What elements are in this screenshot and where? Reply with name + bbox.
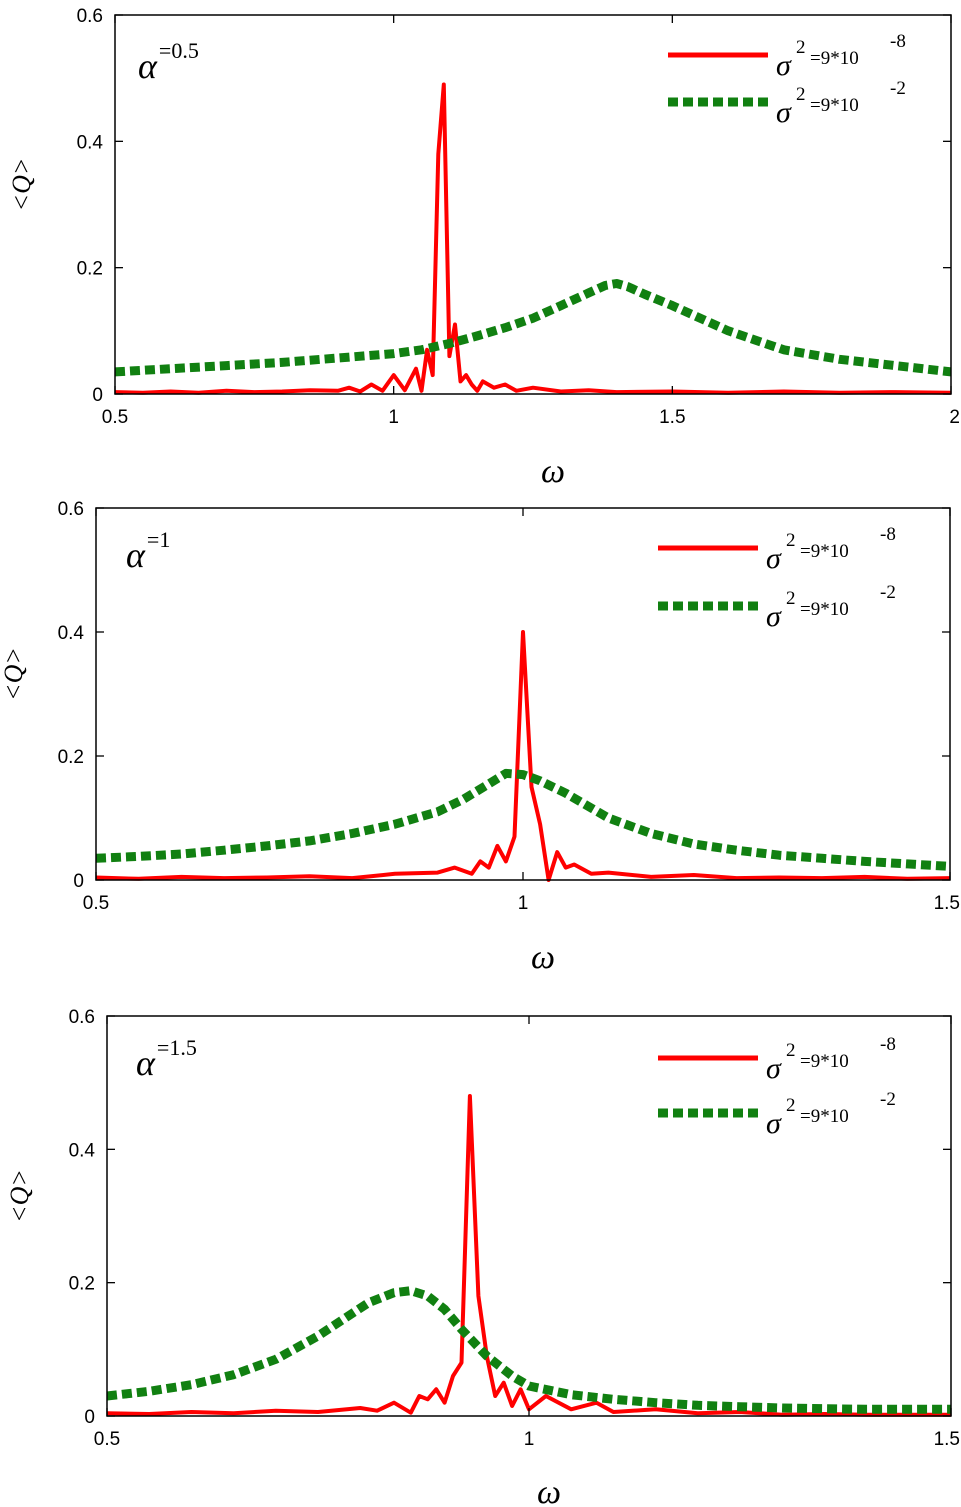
y-tick-label: 0.6 xyxy=(69,1007,95,1028)
x-tick-label: 1 xyxy=(388,407,399,428)
y-axis-label: <Q> xyxy=(5,1169,34,1223)
alpha-annotation: α=1.5 xyxy=(136,1035,197,1083)
y-axis-label: <Q> xyxy=(0,647,28,701)
solid-series-line-2 xyxy=(95,630,951,882)
solid-series-line-3 xyxy=(106,1094,951,1417)
alpha-annotation: α=1 xyxy=(126,527,170,575)
y-tick-label: 0.4 xyxy=(58,623,85,644)
plot-frame xyxy=(106,1015,952,1417)
legend-text: =9*10 xyxy=(800,599,849,620)
x-tick-label: 1 xyxy=(518,893,529,914)
y-tick-label: 0.4 xyxy=(77,132,104,153)
legend-sigma: σ xyxy=(766,1107,782,1140)
x-tick-label: 0.5 xyxy=(83,893,109,914)
legend-sup: 2 xyxy=(786,588,796,609)
y-tick-label: 0.4 xyxy=(69,1140,96,1161)
y-tick-label: 0 xyxy=(73,871,84,892)
legend-exponent: -2 xyxy=(880,1089,896,1110)
x-tick-label: 1 xyxy=(524,1429,535,1450)
y-tick-label: 0.2 xyxy=(69,1274,95,1295)
legend-sup: 2 xyxy=(786,530,796,551)
x-axis-label: ω xyxy=(541,453,565,490)
alpha-annotation: α=0.5 xyxy=(138,38,199,86)
legend-sup: 2 xyxy=(786,1095,796,1116)
legend-exponent: -8 xyxy=(890,31,906,52)
legend-text: =9*10 xyxy=(800,1106,849,1127)
x-tick-label: 1.5 xyxy=(934,1429,960,1450)
legend-text: =9*10 xyxy=(800,541,849,562)
y-tick-label: 0 xyxy=(84,1407,95,1428)
x-tick-label: 0.5 xyxy=(102,407,128,428)
legend-exponent: -8 xyxy=(880,1034,896,1055)
legend-sup: 2 xyxy=(796,84,806,105)
dotted-series-line-1 xyxy=(114,279,952,377)
legend-sigma: σ xyxy=(776,96,792,129)
solid-series-line-1 xyxy=(114,82,952,395)
y-tick-label: 0.6 xyxy=(77,6,103,27)
legend-exponent: -8 xyxy=(880,524,896,545)
y-tick-label: 0 xyxy=(92,385,103,406)
x-tick-label: 1.5 xyxy=(659,407,685,428)
plot-frame xyxy=(114,14,952,395)
legend-exponent: -2 xyxy=(890,78,906,99)
chart-panel-3: 0.5 1 1.500.20.40.6ω<Q>α=1.5σ2=9*10-8σ2=9*… xyxy=(5,1007,960,1507)
legend-sup: 2 xyxy=(796,37,806,58)
y-tick-label: 0.2 xyxy=(77,259,103,280)
x-tick-label: 1.5 xyxy=(934,893,960,914)
y-tick-label: 0.6 xyxy=(58,499,84,520)
dotted-series-line-3 xyxy=(106,1286,951,1414)
dotted-series-line-2 xyxy=(95,768,951,871)
chart-panel-2: 0.5 1 1.500.20.40.6ω<Q>α=1σ2=9*10-8σ2=9*10… xyxy=(0,499,960,976)
legend-sigma: σ xyxy=(766,542,782,575)
legend-text: =9*10 xyxy=(810,48,859,69)
legend-text: =9*10 xyxy=(810,95,859,116)
legend-sigma: σ xyxy=(766,1052,782,1085)
x-tick-label: 0.5 xyxy=(94,1429,120,1450)
plot-frame xyxy=(95,507,951,881)
chart-panel-1: 0.5 1 1.5 200.20.40.6ω<Q>α=0.5 σ2=9*10-8σ2=9… xyxy=(7,6,960,490)
legend-text: =9*10 xyxy=(800,1051,849,1072)
x-tick-label: 2 xyxy=(949,407,960,428)
legend-sigma: σ xyxy=(766,600,782,633)
legend-sigma: σ xyxy=(776,49,792,82)
y-axis-label: <Q> xyxy=(7,158,36,212)
legend-sup: 2 xyxy=(786,1040,796,1061)
y-tick-label: 0.2 xyxy=(58,747,84,768)
x-axis-label: ω xyxy=(531,939,555,976)
legend-exponent: -2 xyxy=(880,582,896,603)
x-axis-label: ω xyxy=(537,1474,561,1507)
